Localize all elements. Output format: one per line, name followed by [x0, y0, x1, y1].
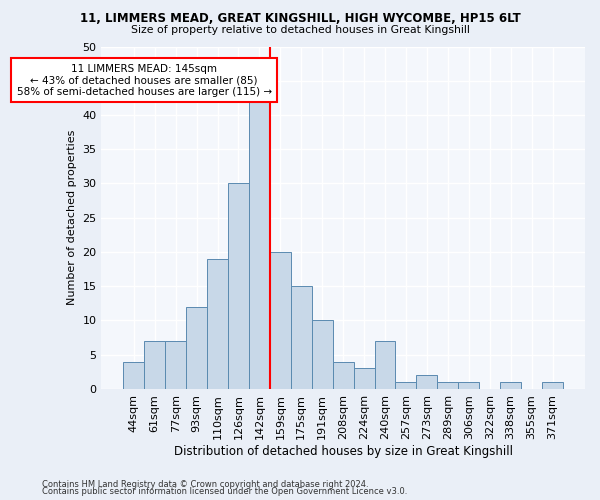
Bar	[395, 382, 416, 389]
Bar	[144, 341, 165, 389]
Bar	[123, 362, 144, 389]
Bar	[374, 341, 395, 389]
Text: 11, LIMMERS MEAD, GREAT KINGSHILL, HIGH WYCOMBE, HP15 6LT: 11, LIMMERS MEAD, GREAT KINGSHILL, HIGH …	[80, 12, 520, 26]
Y-axis label: Number of detached properties: Number of detached properties	[67, 130, 77, 306]
Bar	[542, 382, 563, 389]
Bar	[291, 286, 312, 389]
Bar	[353, 368, 374, 389]
Bar	[500, 382, 521, 389]
Bar	[165, 341, 186, 389]
Bar	[312, 320, 332, 389]
Bar	[207, 259, 228, 389]
X-axis label: Distribution of detached houses by size in Great Kingshill: Distribution of detached houses by size …	[173, 444, 512, 458]
Bar	[416, 376, 437, 389]
Bar	[332, 362, 353, 389]
Text: 11 LIMMERS MEAD: 145sqm
← 43% of detached houses are smaller (85)
58% of semi-de: 11 LIMMERS MEAD: 145sqm ← 43% of detache…	[17, 64, 272, 97]
Bar	[437, 382, 458, 389]
Text: Contains public sector information licensed under the Open Government Licence v3: Contains public sector information licen…	[42, 487, 407, 496]
Bar	[186, 307, 207, 389]
Text: Size of property relative to detached houses in Great Kingshill: Size of property relative to detached ho…	[131, 25, 469, 35]
Text: Contains HM Land Registry data © Crown copyright and database right 2024.: Contains HM Land Registry data © Crown c…	[42, 480, 368, 489]
Bar	[270, 252, 291, 389]
Bar	[249, 102, 270, 389]
Bar	[228, 184, 249, 389]
Bar	[458, 382, 479, 389]
